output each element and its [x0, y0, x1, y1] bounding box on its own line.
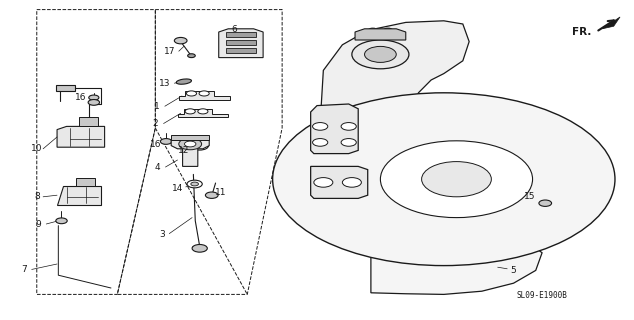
Text: 3: 3 [158, 230, 165, 239]
Circle shape [160, 139, 172, 144]
Circle shape [205, 192, 218, 198]
Circle shape [188, 54, 195, 58]
Bar [79, 117, 98, 126]
Polygon shape [171, 140, 209, 166]
Text: 16: 16 [75, 93, 87, 102]
Circle shape [352, 40, 409, 69]
Text: 11: 11 [215, 188, 226, 197]
Circle shape [185, 109, 195, 114]
Text: 17: 17 [164, 47, 176, 56]
Polygon shape [311, 166, 368, 198]
Circle shape [191, 141, 209, 150]
Circle shape [186, 91, 197, 96]
Polygon shape [355, 29, 406, 40]
Polygon shape [178, 109, 228, 117]
Text: 1: 1 [154, 102, 160, 111]
Polygon shape [219, 29, 263, 58]
Text: 5: 5 [510, 266, 517, 275]
Text: SL09-E1900B: SL09-E1900B [517, 292, 567, 300]
Circle shape [380, 141, 533, 218]
Circle shape [365, 46, 396, 62]
Text: 6: 6 [231, 25, 238, 34]
Text: 7: 7 [21, 265, 27, 274]
Circle shape [199, 91, 209, 96]
Circle shape [313, 139, 328, 146]
Bar [226, 40, 256, 45]
Circle shape [342, 178, 361, 187]
Bar [56, 85, 75, 91]
Circle shape [384, 28, 392, 33]
Circle shape [184, 141, 196, 147]
Bar [226, 48, 256, 53]
Circle shape [179, 138, 202, 150]
Circle shape [198, 109, 208, 114]
Circle shape [187, 180, 202, 188]
Circle shape [89, 95, 99, 100]
Polygon shape [57, 126, 105, 147]
Text: 9: 9 [35, 220, 41, 229]
Text: 15: 15 [524, 192, 535, 201]
Polygon shape [320, 21, 469, 123]
Text: 8: 8 [34, 192, 40, 201]
Circle shape [539, 200, 552, 206]
Bar [171, 135, 209, 140]
Text: 14: 14 [172, 184, 183, 193]
Text: 4: 4 [155, 163, 160, 172]
Polygon shape [602, 17, 620, 29]
Circle shape [88, 100, 100, 105]
Circle shape [195, 143, 205, 148]
Text: 2: 2 [153, 119, 158, 128]
Text: 10: 10 [31, 144, 42, 153]
Circle shape [313, 123, 328, 130]
Circle shape [314, 178, 333, 187]
Circle shape [368, 28, 377, 33]
Circle shape [174, 37, 187, 44]
Ellipse shape [176, 79, 191, 84]
Circle shape [191, 182, 198, 186]
Circle shape [273, 93, 615, 266]
Circle shape [422, 162, 491, 197]
Bar [76, 178, 95, 186]
Text: 16: 16 [150, 140, 161, 149]
Polygon shape [179, 91, 230, 100]
Bar [226, 32, 256, 37]
Text: 12: 12 [178, 146, 190, 155]
Polygon shape [311, 104, 358, 154]
Text: FR.: FR. [571, 27, 591, 37]
Circle shape [341, 139, 356, 146]
Polygon shape [57, 186, 101, 205]
Text: 13: 13 [159, 79, 171, 88]
Circle shape [341, 123, 356, 130]
Circle shape [192, 244, 207, 252]
Polygon shape [371, 218, 542, 294]
Circle shape [56, 218, 67, 224]
